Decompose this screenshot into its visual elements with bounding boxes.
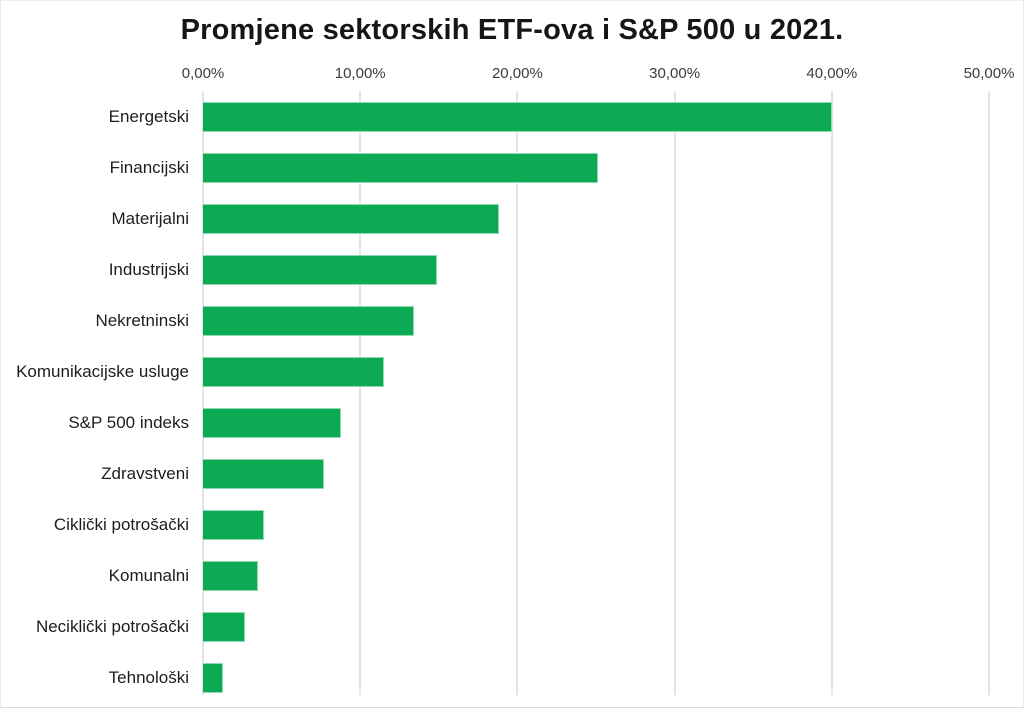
plot-area: Energetski Financijski Materijalni Industri… [16,91,1023,703]
bar-row: Nekretninski [95,295,1023,346]
bar-row: Komunikacijske usluge [16,346,1023,397]
bar-row: Industrijski [109,244,1023,295]
bar-row: Tehnološki [109,652,1023,703]
gridline [988,91,990,695]
gridline [359,91,362,695]
category-label: Energetski [108,106,189,126]
category-label: Ciklički potrošački [53,514,189,534]
gridline [830,91,833,695]
x-axis-tick-label: 10,00% [334,65,386,82]
bar-row: Zdravstveni [101,448,1023,499]
category-label: Nekretninski [95,310,189,330]
bar [203,560,259,591]
category-label: Industrijski [108,259,189,279]
x-axis-tick-label: 30,00% [649,65,701,82]
bar [203,254,438,285]
category-label: Komunikacijske usluge [16,361,189,381]
bar [203,509,265,540]
gridline [516,91,519,695]
bar [203,662,224,693]
category-label: Financijski [109,157,189,177]
x-axis-tick-label: 20,00% [491,65,543,82]
bar [203,458,325,489]
bar [203,305,414,336]
bar [203,407,342,438]
bar [203,203,499,234]
bar [203,356,384,387]
chart-title: Promjene sektorskih ETF-ova i S&P 500 u … [180,14,844,46]
category-label: Zdravstveni [101,463,189,483]
bar-row: Materijalni [112,193,1023,244]
gridline [202,91,204,695]
bar-rows: Energetski Financijski Materijalni Industri… [16,91,1023,703]
bar-row: Neciklički potrošački [36,601,1023,652]
bar-row: Komunalni [109,550,1023,601]
bar-row: Ciklički potrošački [54,499,1023,550]
x-axis-tick-label: 0,00% [181,65,225,82]
x-axis-tick-label: 50,00% [963,65,1015,82]
category-label: Neciklički potrošački [35,616,189,636]
gridline [673,91,676,695]
bar [203,101,832,132]
bar-row: Energetski [109,91,1023,142]
bar-row: S&P 500 indeks [68,397,1023,448]
bar [203,152,598,183]
category-label: Materijalni [111,208,189,228]
bar-row: Financijski [110,142,1023,193]
bar [203,611,246,642]
x-axis-tick-label: 40,00% [806,65,858,82]
x-axis: 0,00% 10,00% 20,00% 30,00% 40,00% 50,00% [182,57,1023,91]
category-label: S&P 500 indeks [68,412,189,432]
category-label: Tehnološki [108,667,189,687]
category-label: Komunalni [108,565,189,585]
